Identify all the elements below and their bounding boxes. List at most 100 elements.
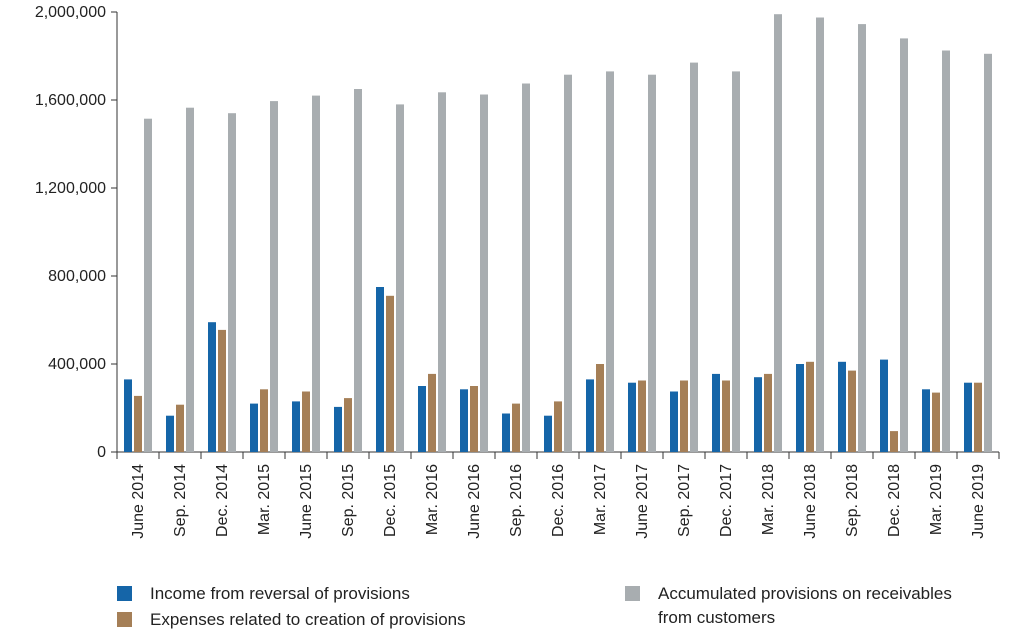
- legend-item-income: Income from reversal of provisions: [117, 582, 410, 606]
- bar-expenses: [680, 380, 688, 452]
- x-category-label: Mar. 2016: [424, 464, 441, 535]
- legend-label-accumulated-line2: from customers: [658, 608, 776, 627]
- bar-expenses: [470, 386, 478, 452]
- x-category-label: Dec. 2014: [214, 464, 231, 537]
- legend-label-income: Income from reversal of provisions: [150, 584, 410, 603]
- y-tick-label: 0: [97, 444, 106, 461]
- bar-series: [124, 14, 992, 453]
- bar-income: [922, 389, 930, 452]
- bar-chart: 0 400,000 800,000 1,200,000 1,600,000 2,000,0…: [35, 4, 1000, 539]
- bar-accumulated: [816, 17, 824, 452]
- bar-accumulated: [354, 89, 362, 452]
- bar-income: [418, 386, 426, 452]
- bar-expenses: [176, 404, 184, 452]
- bar-accumulated: [606, 71, 614, 453]
- legend-label-expenses: Expenses related to creation of provisio…: [150, 610, 466, 629]
- bar-expenses: [386, 295, 394, 452]
- x-axis: June 2014 Sep. 2014 Dec. 2014 Mar. 2015 June…: [116, 451, 1000, 539]
- bar-accumulated: [438, 92, 446, 453]
- bar-accumulated: [522, 83, 530, 452]
- bar-income: [880, 359, 888, 452]
- bar-expenses: [218, 329, 226, 452]
- x-category-label: June 2016: [466, 464, 483, 539]
- legend-label-accumulated-line1: Accumulated provisions on receivables: [658, 584, 952, 603]
- legend-swatch-expenses: [117, 612, 132, 627]
- bar-accumulated: [732, 71, 740, 453]
- x-category-label: Dec. 2015: [382, 464, 399, 537]
- bar-expenses: [764, 373, 772, 452]
- bar-expenses: [638, 380, 646, 452]
- y-axis: 0 400,000 800,000 1,200,000 1,600,000 2,000,0…: [35, 4, 118, 461]
- bar-income: [796, 364, 804, 452]
- x-category-label: Sep. 2015: [340, 464, 357, 537]
- bar-accumulated: [774, 14, 782, 452]
- bar-expenses: [932, 392, 940, 452]
- bar-expenses: [554, 401, 562, 452]
- bar-income: [208, 322, 216, 452]
- x-category-label: Mar. 2015: [256, 464, 273, 535]
- bar-income: [712, 373, 720, 452]
- bar-accumulated: [144, 118, 152, 452]
- bar-accumulated: [480, 94, 488, 452]
- y-tick-label: 800,000: [48, 268, 106, 285]
- bar-accumulated: [984, 53, 992, 453]
- bar-expenses: [428, 373, 436, 452]
- y-tick-label: 1,600,000: [35, 92, 106, 109]
- x-category-label: Mar. 2017: [592, 464, 609, 535]
- x-category-label: Sep. 2018: [844, 464, 861, 537]
- bar-expenses: [302, 391, 310, 452]
- bar-income: [250, 403, 258, 452]
- bar-expenses: [596, 364, 604, 452]
- x-category-label: Mar. 2019: [928, 464, 945, 535]
- bar-accumulated: [900, 38, 908, 453]
- bar-expenses: [890, 431, 898, 452]
- bar-expenses: [806, 361, 814, 452]
- x-category-label: Dec. 2017: [718, 464, 735, 537]
- bar-income: [670, 391, 678, 452]
- x-category-label: Dec. 2016: [550, 464, 567, 537]
- bar-accumulated: [270, 101, 278, 452]
- bar-accumulated: [312, 95, 320, 452]
- y-tick-label: 2,000,000: [35, 4, 106, 21]
- bar-income: [124, 379, 132, 452]
- bar-accumulated: [648, 74, 656, 452]
- legend-swatch-income: [117, 586, 132, 601]
- bar-income: [838, 361, 846, 452]
- bar-accumulated: [186, 107, 194, 452]
- y-tick-label: 400,000: [48, 356, 106, 373]
- x-category-label: June 2015: [298, 464, 315, 539]
- x-category-label: Dec. 2018: [886, 464, 903, 537]
- bar-expenses: [848, 370, 856, 452]
- x-category-label: Mar. 2018: [760, 464, 777, 535]
- bar-expenses: [722, 380, 730, 452]
- bar-income: [460, 389, 468, 452]
- x-category-label: Sep. 2017: [676, 464, 693, 537]
- legend-item-expenses: Expenses related to creation of provisio…: [117, 608, 466, 632]
- bar-expenses: [260, 389, 268, 452]
- bar-income: [502, 413, 510, 452]
- bar-expenses: [974, 382, 982, 452]
- legend-swatch-accumulated: [625, 586, 640, 601]
- bar-accumulated: [228, 113, 236, 452]
- bar-income: [544, 415, 552, 452]
- bar-income: [334, 406, 342, 452]
- bar-income: [628, 382, 636, 452]
- x-category-label: June 2014: [130, 464, 147, 539]
- bar-accumulated: [396, 104, 404, 453]
- bar-accumulated: [690, 62, 698, 452]
- bar-income: [166, 415, 174, 452]
- x-category-label: Sep. 2016: [508, 464, 525, 537]
- bar-expenses: [134, 395, 142, 452]
- bar-accumulated: [858, 24, 866, 452]
- bar-income: [964, 382, 972, 452]
- legend-item-accumulated: Accumulated provisions on receivables fr…: [625, 582, 952, 630]
- x-category-label: June 2017: [634, 464, 651, 539]
- bar-expenses: [512, 403, 520, 452]
- bar-income: [754, 377, 762, 452]
- x-category-label: Sep. 2014: [172, 464, 189, 537]
- y-tick-label: 1,200,000: [35, 180, 106, 197]
- bar-income: [292, 401, 300, 452]
- bar-income: [376, 287, 384, 452]
- bar-accumulated: [942, 50, 950, 452]
- x-category-label: June 2019: [970, 464, 987, 539]
